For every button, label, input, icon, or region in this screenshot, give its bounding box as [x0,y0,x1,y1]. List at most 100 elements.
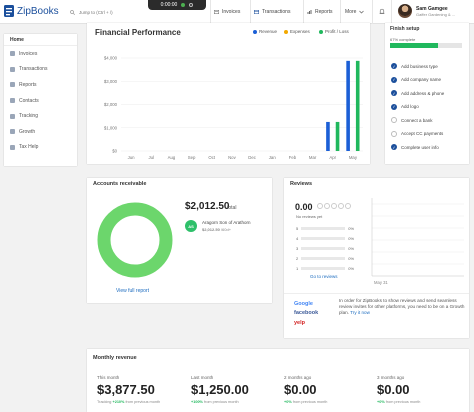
search-box[interactable] [70,7,150,18]
monthly-col-last-month: Last month $1,250.00 +100% from previous… [191,375,249,404]
legend-expenses-dot [284,29,288,34]
setup-task-add-company-name[interactable]: ✓ Add company name [391,76,441,83]
x-tick-label: Apr [329,155,336,160]
star-icon [317,203,323,209]
nav-transactions-label: Transactions [262,9,291,15]
zipbooks-logo-icon [4,5,14,17]
nav-invoices[interactable]: Invoices [214,0,240,24]
legend-expenses: Expenses [284,29,310,34]
nav-more[interactable]: More [345,0,365,24]
bar-profit-loss-may[interactable] [355,60,360,151]
timer-play-icon[interactable] [181,3,186,7]
monthly-revenue-title: Monthly revenue [93,355,137,361]
zipbooks-logo[interactable]: ZipBooks [4,5,59,17]
rating-percent: 0% [348,246,355,251]
nav-transactions[interactable]: Transactions [254,0,291,24]
bar-profit-loss-apr[interactable] [335,121,340,151]
rating-bar [301,227,346,230]
legend-profit: Profit / Loss [319,29,349,34]
monthly-col-this-month: This month $3,877.50 Tracking +210% from… [97,375,160,404]
reports-icon [10,82,15,88]
search-input[interactable] [79,10,139,15]
legend-revenue-dot [253,29,257,34]
customer-name[interactable]: Aragorn Son of Arathorn [202,220,251,225]
avatar [398,4,412,18]
rating-row: 4 0% [296,236,354,241]
monthly-col-change: +0% from previous month [377,400,420,404]
nav-invoices-label: Invoices [222,9,241,15]
sidebar-item-tax-help[interactable]: Tax Help [4,140,77,156]
rating-bar [301,237,346,240]
reviews-platforms: Google facebook yelp In order for ZipBoo… [284,293,469,338]
sidebar-item-transactions[interactable]: Transactions [4,62,77,78]
monthly-col-2-months-ago: 2 months ago $0.00 +0% from previous mon… [284,375,327,404]
setup-progress-bar [390,43,462,48]
notifications-icon[interactable] [379,8,385,17]
check-circle-icon: ✓ [391,103,397,110]
setup-task-add-logo[interactable]: ✓ Add logo [391,103,419,110]
go-to-reviews-link[interactable]: Go to reviews [310,274,338,279]
accounts-receivable-title: Accounts receivable [93,181,147,187]
setup-task-accept-cc-payments[interactable]: Accept CC payments [391,130,443,137]
setup-task-connect-a-bank[interactable]: Connect a bank [391,117,433,123]
google-logo: Google [294,301,313,307]
monthly-col-label: 3 months ago [377,375,405,380]
tracking-icon [10,113,15,119]
nav-divider [210,0,211,24]
legend-revenue: Revenue [253,29,277,34]
financial-performance-title: Financial Performance [95,28,181,37]
bar-revenue-apr[interactable] [326,121,330,151]
timer-stop-icon[interactable] [189,3,194,7]
rating-star-label: 1 [296,266,299,271]
bar-revenue-may[interactable] [346,60,350,151]
receivable-total-label: total [227,205,237,211]
tax-help-icon [10,144,15,150]
sidebar-item-label: Tracking [19,113,38,120]
monthly-col-change: Tracking +210% from previous month [97,400,160,404]
rating-bar [301,267,346,270]
sidebar-item-contacts[interactable]: Contacts [4,93,77,109]
nav-divider [372,0,373,24]
monthly-col-value: $1,250.00 [191,382,249,397]
chevron-down-icon [359,10,365,14]
sidebar-item-tracking[interactable]: Tracking [4,108,77,124]
rating-percent: 0% [348,236,355,241]
star-icon [324,203,330,209]
view-full-report-link[interactable]: View full report [116,288,149,294]
setup-task-add-address-phone[interactable]: ✓ Add address & phone [391,90,444,96]
setup-task-label: Add logo [401,104,419,109]
nav-divider [391,0,392,24]
financial-performance-card: Financial Performance Revenue Expenses P… [87,23,370,164]
setup-task-label: Connect a bank [401,117,433,123]
user-menu[interactable]: Sam Gamgee Gaffer Gardening & ... [398,4,455,18]
rating-percent: 0% [348,256,355,261]
sidebar-item-invoices[interactable]: Invoices [4,46,77,62]
check-circle-icon: ✓ [391,63,397,69]
star-icon [338,203,344,209]
monthly-col-label: This month [97,375,120,380]
nav-reports[interactable]: Reports [307,0,333,24]
legend-revenue-label: Revenue [259,29,278,34]
invoice-nav-icon [214,10,219,14]
y-tick-label: $0 [112,149,117,154]
setup-task-label: Add address & phone [401,90,445,96]
x-tick-label: Oct [208,155,215,160]
reviews-upgrade-message: In order for ZipBooks to show reviews an… [339,298,465,316]
user-company: Gaffer Gardening & ... [416,11,456,17]
monthly-col-3-months-ago: 3 months ago $0.00 +0% from previous mon… [377,375,420,404]
accounts-receivable-card: Accounts receivable $2,012.50 total AS A… [87,178,272,303]
growth-icon [10,129,15,135]
rating-row: 3 0% [296,246,354,251]
setup-task-add-business-type[interactable]: ✓ Add business type [391,63,438,69]
sidebar-item-reports[interactable]: Reports [4,77,77,93]
try-it-now-link[interactable]: Try it now [350,310,370,315]
rating-bar [301,257,346,260]
reviews-subtitle: No reviews yet [296,214,323,219]
y-tick-label: $1,000 [104,125,118,130]
sidebar-header[interactable]: Home [4,34,77,46]
top-bar: ZipBooks 0:00:00 Invoices Transactions R… [0,0,474,24]
sidebar-item-growth[interactable]: Growth [4,124,77,140]
setup-task-complete-user-info[interactable]: ✓ Complete user info [391,144,439,150]
timer-widget[interactable]: 0:00:00 [148,0,206,10]
x-tick-label: Jun [128,155,136,160]
